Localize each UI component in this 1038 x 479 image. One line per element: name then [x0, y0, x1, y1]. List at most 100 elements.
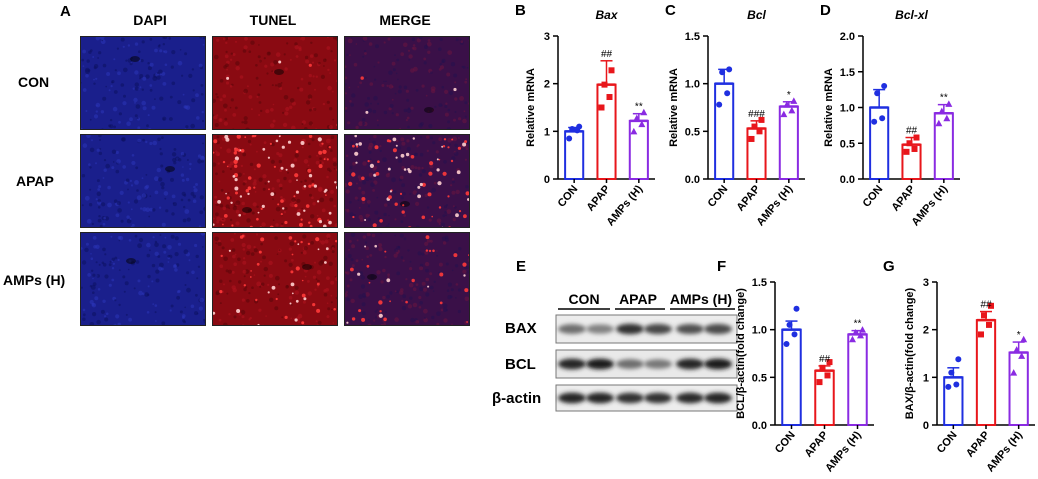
y-axis-label: BAX/β-actin(fold change) — [904, 287, 916, 419]
band-bax-lane-1 — [558, 324, 586, 334]
y-tick-label: 3 — [544, 31, 550, 43]
chart-bcl_wb: 0.0 0.5 1.0 1.5 BCL/β-actin(fold change) CON #… — [735, 277, 874, 474]
y-tick-label: 0.0 — [685, 174, 700, 186]
data-point-apap — [903, 148, 910, 155]
data-point-con — [874, 90, 881, 97]
micrograph-merge-con — [344, 36, 470, 130]
data-point-con — [719, 69, 726, 76]
significance-apap: ## — [980, 300, 992, 311]
data-point-con — [881, 83, 888, 90]
wb-group-underlines — [558, 308, 735, 310]
data-point-con — [724, 90, 731, 97]
y-axis-label: Relative mRNA — [823, 68, 835, 147]
significance-amps: ** — [635, 102, 643, 113]
column-header-tunel: TUNEL — [249, 12, 297, 28]
data-point-con — [945, 383, 952, 390]
significance-apap: ## — [819, 354, 831, 365]
bar-apap — [814, 369, 835, 427]
data-point-amps — [935, 119, 943, 127]
y-tick-label: 1.5 — [752, 277, 767, 289]
band-bax-lane-4 — [644, 323, 672, 335]
data-point-apap — [816, 379, 823, 386]
y-tick-label: 1 — [544, 126, 550, 138]
data-point-con — [791, 331, 798, 338]
data-point-apap — [608, 67, 615, 74]
x-tick-label-apap: APAP — [802, 429, 830, 460]
micrograph-tunel-apap — [212, 134, 338, 228]
band-bax-lane-5 — [676, 323, 704, 335]
data-point-con — [955, 356, 962, 363]
y-tick-label: 1.5 — [685, 31, 700, 43]
data-point-amps — [788, 106, 796, 114]
band-bcl-lane-1 — [558, 358, 586, 370]
data-point-apap — [819, 364, 826, 371]
y-tick-label: 1.0 — [840, 103, 855, 115]
x-tick-label-apap: APAP — [889, 183, 917, 214]
data-point-apap — [978, 331, 984, 338]
data-point-con — [726, 66, 733, 73]
y-tick-label: 3 — [923, 277, 929, 289]
micrograph-merge-amps — [344, 232, 470, 326]
data-point-con — [786, 321, 793, 328]
x-tick-label-con: CON — [935, 429, 960, 455]
y-tick-label: 2 — [544, 79, 550, 91]
band-bcl-lane-3 — [616, 359, 644, 369]
western-blot-image — [555, 314, 738, 412]
wb-group-apap: APAP — [619, 291, 657, 307]
bar-amps — [778, 105, 799, 180]
y-tick-label: 1 — [923, 372, 929, 384]
data-point-amps — [790, 97, 798, 104]
x-tick-label-apap: APAP — [584, 183, 612, 214]
chart-title: Bcl — [747, 8, 766, 22]
column-header-merge: MERGE — [379, 12, 431, 28]
data-point-apap — [826, 359, 833, 366]
bar-con — [714, 82, 735, 180]
panel-label-d: D — [820, 2, 831, 19]
data-point-con — [569, 125, 576, 132]
band-bax-lane-3 — [616, 323, 644, 335]
y-tick-label: 0.0 — [752, 420, 767, 432]
data-point-con — [879, 115, 886, 122]
data-point-amps — [859, 326, 866, 333]
column-header-dapi: DAPI — [133, 12, 167, 28]
chart-bclxl: Bcl-xl 0.0 0.5 1.0 1.5 2.0 Relative mRNA CON ## A… — [823, 8, 960, 228]
significance-apap: ## — [601, 49, 613, 60]
y-tick-label: 1.0 — [685, 79, 700, 91]
data-point-amps — [1020, 335, 1028, 343]
x-tick-label-con: CON — [706, 183, 731, 209]
data-point-apap — [601, 81, 608, 88]
band-actin-lane-2 — [586, 392, 614, 404]
band-label-actin: β-actin — [492, 390, 542, 407]
data-point-amps — [938, 107, 946, 115]
data-point-amps — [852, 329, 859, 336]
chart-title: Bcl-xl — [895, 8, 928, 22]
data-point-apap — [748, 135, 755, 142]
y-tick-label: 0.5 — [685, 126, 700, 138]
band-actin-lane-6 — [704, 392, 732, 404]
significance-apap: ### — [748, 109, 765, 120]
wb-group-amps: AMPs (H) — [669, 291, 733, 307]
data-point-apap — [986, 321, 992, 328]
x-tick-label-con: CON — [861, 183, 886, 209]
data-point-amps — [630, 127, 638, 135]
band-bcl-lane-6 — [704, 358, 732, 370]
micrograph-dapi-apap — [80, 134, 206, 228]
data-point-con — [953, 381, 960, 388]
panel-label-g: G — [883, 258, 895, 275]
data-point-amps — [1010, 369, 1018, 376]
band-bcl-lane-5 — [676, 358, 704, 370]
y-tick-label: 1.0 — [752, 325, 767, 337]
y-tick-label: 0.5 — [752, 372, 767, 384]
data-point-apap — [906, 140, 913, 147]
x-tick-label-apap: APAP — [734, 183, 762, 214]
y-tick-label: 2 — [923, 325, 929, 337]
significance-amps: * — [1017, 330, 1021, 341]
data-point-apap — [913, 134, 920, 141]
bar-con — [869, 106, 890, 180]
band-actin-lane-4 — [644, 392, 672, 404]
data-point-con — [576, 123, 583, 130]
bar-amps — [628, 119, 649, 180]
micrograph-dapi-amps — [80, 232, 206, 326]
